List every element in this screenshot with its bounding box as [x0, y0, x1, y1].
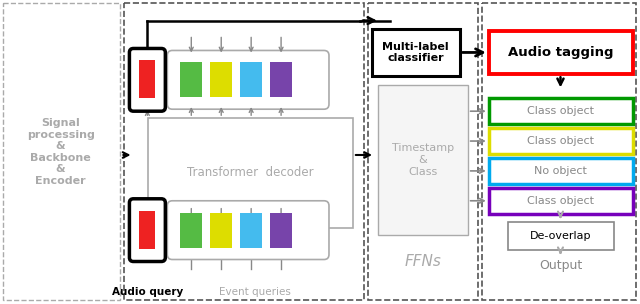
Bar [210, 213, 232, 247]
Bar [508, 222, 614, 250]
Bar [372, 29, 460, 76]
Text: Class object: Class object [527, 106, 594, 116]
FancyBboxPatch shape [129, 199, 165, 261]
Bar [148, 118, 353, 228]
Bar [378, 85, 468, 235]
Text: Transformer  decoder: Transformer decoder [187, 166, 314, 179]
Text: Timestamp
&
Class: Timestamp & Class [392, 143, 454, 177]
Text: Audio tagging: Audio tagging [508, 46, 613, 59]
Bar [124, 3, 364, 300]
Bar [3, 3, 120, 300]
Bar [270, 213, 292, 247]
Bar [180, 213, 202, 247]
Text: Event queries: Event queries [220, 287, 291, 297]
Text: No object: No object [534, 166, 587, 176]
Text: FFNs: FFNs [404, 254, 441, 269]
Bar [210, 62, 232, 97]
Text: Signal
processing
&
Backbone
&
Encoder: Signal processing & Backbone & Encoder [27, 118, 95, 186]
Bar [270, 62, 292, 97]
Bar [240, 62, 262, 97]
Text: Multi-label
classifier: Multi-label classifier [383, 42, 449, 63]
FancyBboxPatch shape [167, 50, 329, 109]
Bar [140, 211, 156, 249]
Bar [240, 213, 262, 247]
Bar [488, 158, 634, 184]
FancyBboxPatch shape [129, 48, 165, 111]
Bar [488, 31, 634, 74]
FancyBboxPatch shape [167, 201, 329, 260]
Bar [488, 128, 634, 154]
Text: Audio query: Audio query [112, 287, 183, 297]
Text: Class object: Class object [527, 136, 594, 146]
Bar [180, 62, 202, 97]
Bar [140, 60, 156, 98]
Bar [482, 3, 636, 300]
Text: De-overlap: De-overlap [530, 231, 591, 241]
Bar [488, 188, 634, 214]
Text: Class object: Class object [527, 196, 594, 206]
Bar [368, 3, 477, 300]
Text: Output: Output [539, 259, 582, 272]
Bar [488, 98, 634, 124]
